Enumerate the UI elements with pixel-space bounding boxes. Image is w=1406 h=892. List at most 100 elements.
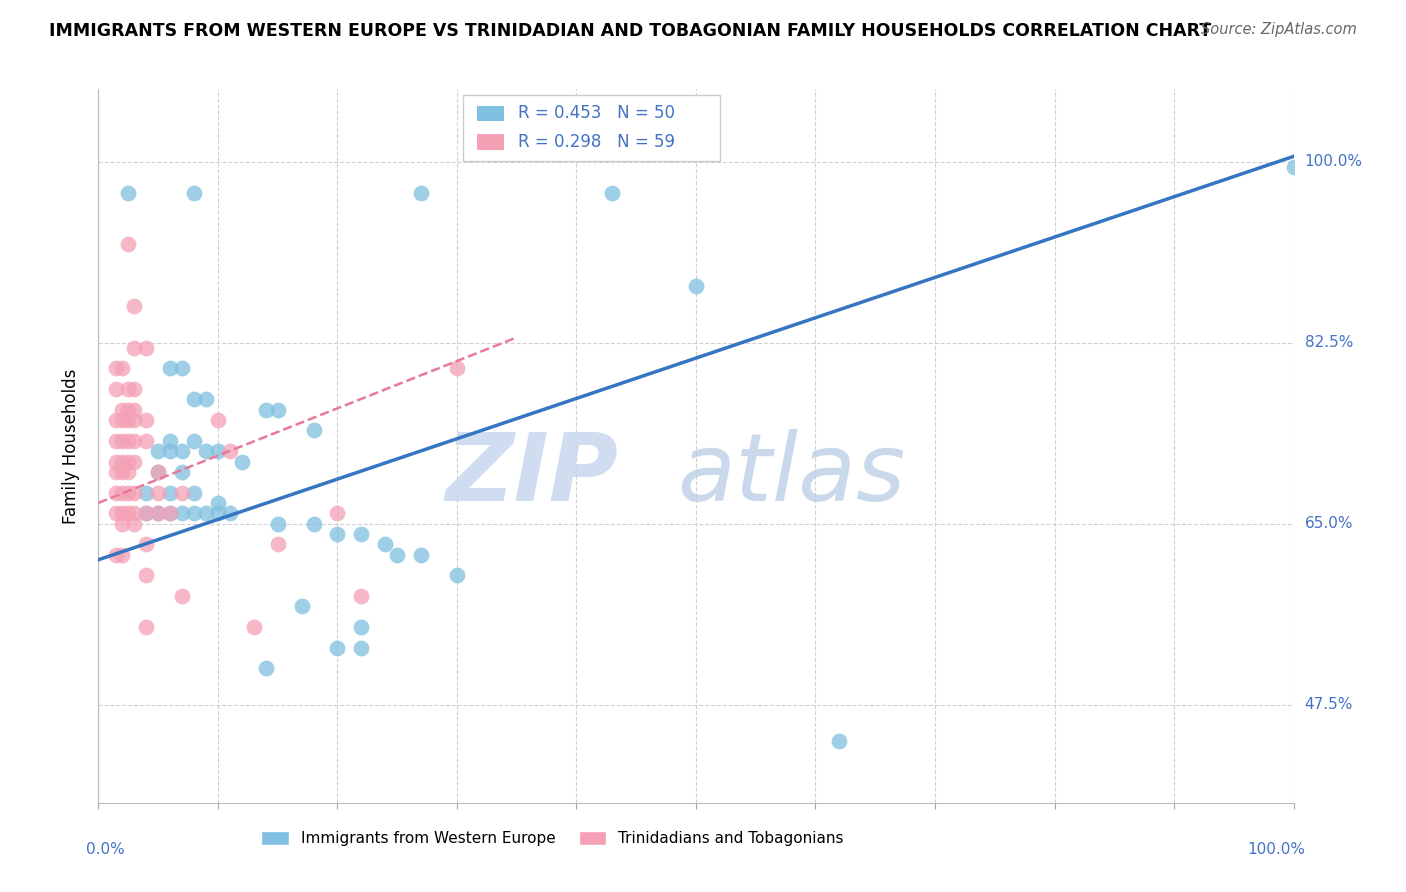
Point [219, 506, 242, 520]
Point [159, 506, 181, 520]
Point [172, 465, 194, 479]
Point [685, 278, 707, 293]
Point [124, 402, 146, 417]
Text: R = 0.453   N = 50: R = 0.453 N = 50 [517, 104, 675, 122]
Point [111, 485, 134, 500]
Point [105, 506, 128, 520]
Point [124, 434, 146, 448]
Point [159, 361, 181, 376]
Bar [477, 105, 503, 121]
Point [159, 485, 181, 500]
Point [254, 402, 277, 417]
Point [117, 402, 139, 417]
FancyBboxPatch shape [463, 95, 720, 161]
Point [207, 496, 229, 510]
Point [117, 465, 139, 479]
Point [207, 413, 229, 427]
Point [183, 392, 205, 407]
Point [117, 485, 139, 500]
Point [291, 599, 314, 614]
Point [105, 382, 128, 396]
Point [374, 537, 396, 551]
Point [124, 341, 146, 355]
Point [124, 506, 146, 520]
Point [124, 299, 146, 313]
Point [243, 620, 266, 634]
Point [183, 506, 205, 520]
Point [219, 444, 242, 458]
Point [411, 186, 433, 200]
Point [195, 444, 218, 458]
Point [117, 454, 139, 468]
Point [350, 640, 373, 655]
Point [135, 434, 157, 448]
Point [326, 640, 349, 655]
Point [148, 506, 170, 520]
Point [105, 454, 128, 468]
Point [446, 568, 468, 582]
Y-axis label: Family Households: Family Households [62, 368, 80, 524]
Text: Source: ZipAtlas.com: Source: ZipAtlas.com [1201, 22, 1357, 37]
Point [148, 465, 170, 479]
Point [350, 589, 373, 603]
Point [148, 465, 170, 479]
Point [302, 424, 325, 438]
Point [117, 186, 139, 200]
Point [135, 485, 157, 500]
Point [111, 402, 134, 417]
Point [117, 506, 139, 520]
Point [446, 361, 468, 376]
Point [828, 733, 851, 747]
Point [183, 485, 205, 500]
Text: ZIP: ZIP [446, 428, 619, 521]
Point [124, 413, 146, 427]
Point [172, 589, 194, 603]
Point [135, 620, 157, 634]
Point [105, 548, 128, 562]
Point [411, 548, 433, 562]
Point [135, 568, 157, 582]
Point [105, 413, 128, 427]
Point [267, 402, 290, 417]
Point [111, 516, 134, 531]
Point [111, 454, 134, 468]
Point [111, 548, 134, 562]
Point [267, 537, 290, 551]
Point [172, 361, 194, 376]
Point [195, 392, 218, 407]
Point [124, 485, 146, 500]
Point [111, 434, 134, 448]
Text: 82.5%: 82.5% [1305, 335, 1353, 350]
Point [326, 527, 349, 541]
Point [207, 506, 229, 520]
Text: 47.5%: 47.5% [1305, 697, 1353, 712]
Point [326, 506, 349, 520]
Point [231, 454, 253, 468]
Point [254, 661, 277, 675]
Point [148, 506, 170, 520]
Point [302, 516, 325, 531]
Point [135, 537, 157, 551]
Point [148, 485, 170, 500]
Point [172, 485, 194, 500]
Point [124, 454, 146, 468]
Point [111, 465, 134, 479]
Text: 100.0%: 100.0% [1305, 154, 1362, 169]
Point [1282, 160, 1305, 174]
Point [117, 434, 139, 448]
Text: 0.0%: 0.0% [87, 842, 125, 857]
Point [385, 548, 409, 562]
Point [159, 444, 181, 458]
Point [172, 506, 194, 520]
Point [117, 382, 139, 396]
Point [124, 382, 146, 396]
Point [183, 186, 205, 200]
Text: atlas: atlas [678, 429, 905, 520]
Text: IMMIGRANTS FROM WESTERN EUROPE VS TRINIDADIAN AND TOBAGONIAN FAMILY HOUSEHOLDS C: IMMIGRANTS FROM WESTERN EUROPE VS TRINID… [49, 22, 1212, 40]
Point [195, 506, 218, 520]
Text: 100.0%: 100.0% [1247, 842, 1306, 857]
Point [105, 465, 128, 479]
Point [135, 506, 157, 520]
Point [105, 361, 128, 376]
Point [135, 341, 157, 355]
